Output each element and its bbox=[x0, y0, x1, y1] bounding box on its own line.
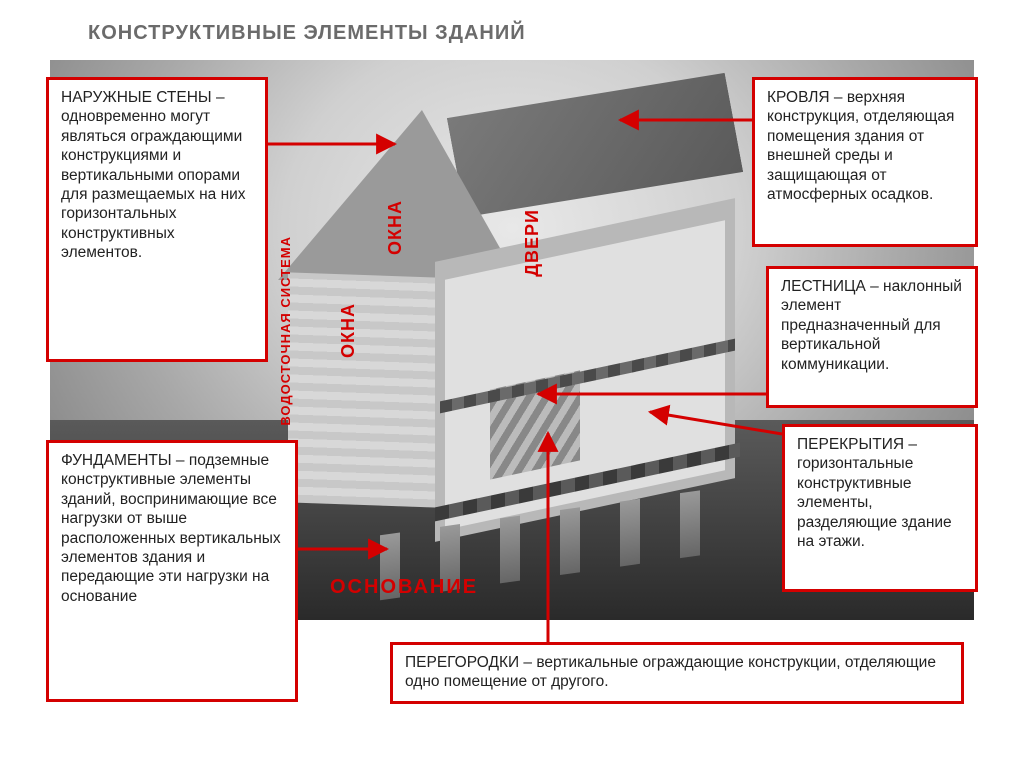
callout-roof: КРОВЛЯ – верхняя конструкция, отделяющая… bbox=[752, 77, 978, 247]
callout-stairs: ЛЕСТНИЦА – наклонный элемент предназначе… bbox=[766, 266, 978, 408]
callout-foundations: ФУНДАМЕНТЫ – подземные конструктивные эл… bbox=[46, 440, 298, 702]
callout-floors: ПЕРЕКРЫТИЯ – горизонтальные конструктивн… bbox=[782, 424, 978, 592]
base-label: ОСНОВАНИЕ bbox=[330, 576, 478, 599]
vlabel-drain: ВОДОСТОЧНАЯ СИСТЕМА bbox=[278, 236, 293, 426]
callout-partitions: ПЕРЕГОРОДКИ – вертикальные ограждающие к… bbox=[390, 642, 964, 704]
vlabel-doors: ДВЕРИ bbox=[522, 209, 543, 277]
vlabel-windows2: ОКНА bbox=[385, 200, 406, 255]
page-title: КОНСТРУКТИВНЫЕ ЭЛЕМЕНТЫ ЗДАНИЙ bbox=[88, 22, 526, 45]
callout-walls: НАРУЖНЫЕ СТЕНЫ – одновременно могут явля… bbox=[46, 77, 268, 362]
vlabel-windows1: ОКНА bbox=[338, 303, 359, 358]
exterior-wall bbox=[288, 272, 438, 507]
